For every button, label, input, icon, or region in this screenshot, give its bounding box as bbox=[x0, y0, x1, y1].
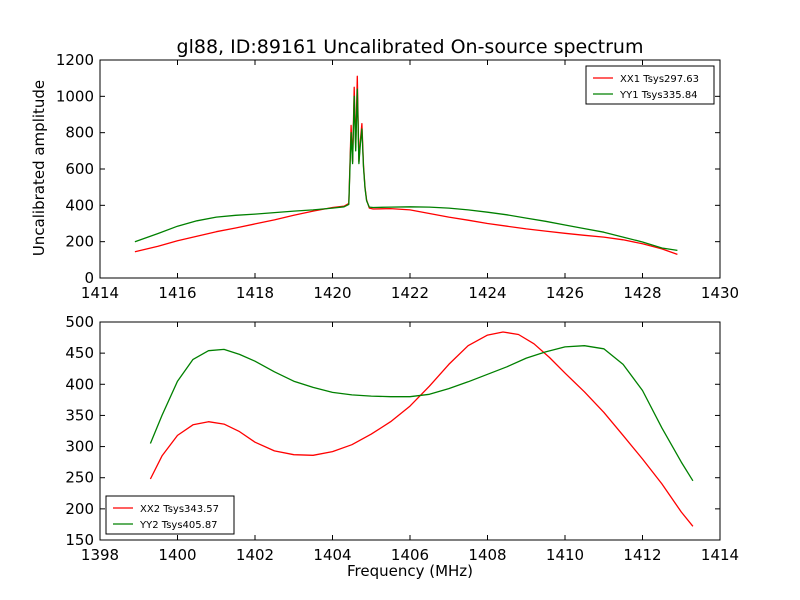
x-tick-label: 1422 bbox=[391, 284, 429, 302]
x-tick-label: 1420 bbox=[313, 284, 351, 302]
y-tick-label: 1200 bbox=[56, 51, 94, 69]
y-tick-label: 600 bbox=[65, 160, 94, 178]
series-line-yy1 bbox=[134, 88, 678, 252]
legend: XX1 Tsys297.63 YY1 Tsys335.84 bbox=[585, 65, 715, 105]
x-tick-label: 1426 bbox=[546, 284, 584, 302]
x-tick-label: 1410 bbox=[546, 546, 584, 564]
x-tick-label: 1428 bbox=[623, 284, 661, 302]
x-tick-label: 1398 bbox=[81, 546, 119, 564]
legend: XX2 Tsys343.57 YY2 Tsys405.87 bbox=[105, 495, 235, 535]
legend-box bbox=[585, 65, 715, 105]
x-tick-label: 1414 bbox=[81, 284, 119, 302]
x-tick-label: 1404 bbox=[313, 546, 351, 564]
bottom-xlabel: Frequency (MHz) bbox=[347, 562, 473, 580]
x-tick-label: 1408 bbox=[468, 546, 506, 564]
y-tick-label: 400 bbox=[65, 196, 94, 214]
legend-label: YY2 Tsys405.87 bbox=[139, 520, 218, 531]
series-line-yy2 bbox=[149, 345, 694, 482]
y-tick-label: 400 bbox=[65, 375, 94, 393]
x-tick-label: 1400 bbox=[158, 546, 196, 564]
legend-label: XX1 Tsys297.63 bbox=[620, 74, 699, 85]
y-tick-label: 350 bbox=[65, 406, 94, 424]
y-tick-label: 200 bbox=[65, 233, 94, 251]
bottom-plot-area: 1398 1400 1402 1404 1406 1408 1410 1412 1414 150 2… bbox=[65, 313, 739, 564]
legend-label: XX2 Tsys343.57 bbox=[140, 504, 219, 515]
y-tick-label: 300 bbox=[65, 438, 94, 456]
x-tick-label: 1414 bbox=[701, 546, 739, 564]
top-ylabel: Uncalibrated amplitude bbox=[30, 80, 48, 256]
x-tick-label: 1430 bbox=[701, 284, 739, 302]
legend-label: YY1 Tsys335.84 bbox=[619, 90, 698, 101]
y-tick-label: 0 bbox=[84, 269, 94, 287]
top-plot-area: 1414 1416 1418 1420 1422 1424 1426 1428 1430 0 200… bbox=[56, 51, 739, 302]
x-tick-label: 1424 bbox=[468, 284, 506, 302]
y-tick-label: 1000 bbox=[56, 87, 94, 105]
y-tick-label: 450 bbox=[65, 344, 94, 362]
x-tick-label: 1402 bbox=[236, 546, 274, 564]
legend-box bbox=[105, 495, 235, 535]
chart-title: gl88, ID:89161 Uncalibrated On-source sp… bbox=[177, 36, 644, 58]
x-tick-label: 1412 bbox=[623, 546, 661, 564]
x-tick-label: 1406 bbox=[391, 546, 429, 564]
y-tick-label: 500 bbox=[65, 313, 94, 331]
y-tick-label: 200 bbox=[65, 500, 94, 518]
y-tick-label: 800 bbox=[65, 124, 94, 142]
y-tick-label: 250 bbox=[65, 469, 94, 487]
x-tick-label: 1418 bbox=[236, 284, 274, 302]
y-tick-label: 150 bbox=[65, 531, 94, 549]
x-tick-label: 1416 bbox=[158, 284, 196, 302]
